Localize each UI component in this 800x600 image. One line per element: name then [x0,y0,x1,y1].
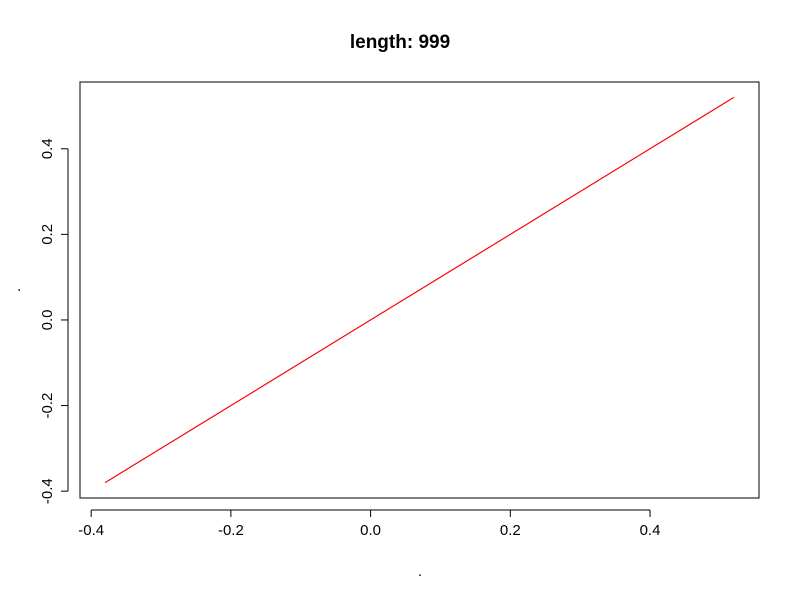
y-axis-label: . [7,288,24,292]
y-tick-label: 0.2 [39,224,56,245]
y-tick-label: 0.0 [39,310,56,331]
plot-area [79,81,760,499]
series-layer [104,96,735,484]
y-axis: -0.4 -0.2 0.0 0.2 0.4 [39,138,69,504]
y-tick-label: 0.4 [39,138,56,159]
chart-title: length: 999 [349,32,451,53]
y-tick-label: -0.2 [39,393,56,419]
series-line [104,96,735,484]
x-tick-label: -0.2 [218,522,244,539]
x-tick-label: 0.2 [500,522,521,539]
x-axis: -0.4 -0.2 0.0 0.2 0.4 [78,509,661,539]
x-tick-label: 0.0 [360,522,381,539]
plot-border [79,81,760,499]
x-axis-label: . [418,563,422,580]
y-tick-label: -0.4 [39,478,56,504]
x-tick-label: 0.4 [640,522,661,539]
x-tick-label: -0.4 [78,522,104,539]
